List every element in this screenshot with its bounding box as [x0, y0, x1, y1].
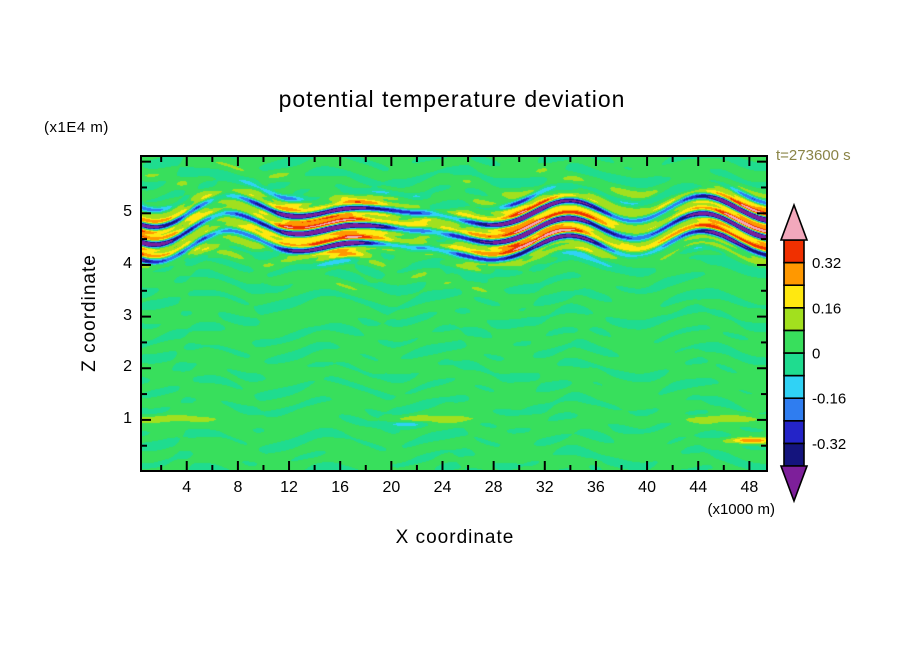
colorbar-over-arrow: [779, 202, 809, 241]
z-tick-label: 5: [123, 203, 132, 221]
colorbar-segment: [783, 374, 805, 400]
chart-title: potential temperature deviation: [278, 86, 626, 112]
x-tick-label: 28: [484, 479, 503, 496]
x-tick-label: 8: [233, 479, 243, 496]
colorbar-segment: [783, 442, 805, 467]
x-tick-label: 16: [331, 479, 350, 496]
colorbar-segment: [783, 284, 805, 309]
colorbar-tick-label: 0.16: [812, 300, 841, 317]
colorbar-tick-label: 0: [812, 346, 820, 363]
x-tick-label: 12: [280, 479, 298, 496]
plot-area: [140, 155, 768, 472]
x-tick-label: 36: [587, 479, 605, 496]
colorbar-segment: [783, 329, 805, 354]
colorbar-segment: [783, 307, 805, 332]
colorbar-under-arrow: [779, 465, 809, 504]
z-tick-label: 2: [123, 358, 132, 376]
x-tick-label: 20: [382, 479, 401, 496]
x-axis-title: X coordinate: [395, 527, 515, 548]
colorbar-segment: [783, 420, 805, 445]
colorbar-segment: [783, 239, 805, 264]
colorbar-segment: [783, 352, 805, 377]
x-tick-label: 24: [433, 479, 452, 496]
z-tick-label: 1: [123, 409, 132, 427]
colorbar-segment: [783, 397, 805, 422]
x-tick-label: 48: [740, 479, 759, 496]
colorbar-tick-label: -0.16: [812, 391, 846, 408]
contour-field-canvas: [142, 157, 766, 470]
z-axis-unit-label: (x1E4 m): [44, 119, 109, 136]
x-tick-label: 40: [638, 479, 656, 496]
colorbar-tick-label: 0.32: [812, 255, 841, 272]
colorbar-segment: [783, 261, 805, 286]
x-tick-label: 44: [689, 479, 708, 496]
time-label: t=273600 s: [776, 147, 851, 164]
z-tick-label: 4: [123, 254, 132, 272]
z-tick-label: 3: [123, 306, 132, 324]
colorbar-tick-label: -0.32: [812, 436, 846, 453]
x-tick-label: 4: [182, 479, 192, 496]
colorbar: 0.32 0.16 0 -0.16 -0.32: [779, 202, 846, 504]
x-axis-unit-label: (x1000 m): [707, 501, 775, 518]
x-tick-label: 32: [535, 479, 554, 496]
